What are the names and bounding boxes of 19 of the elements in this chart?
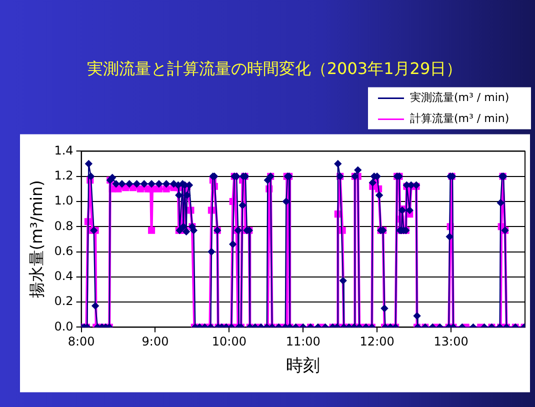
y-tick-label: 0.4 — [54, 269, 74, 284]
y-tick-label: 1.4 — [54, 143, 74, 158]
y-tick-label: 0.8 — [54, 218, 74, 233]
legend-label: 計算流量(m³ / min) — [410, 112, 510, 126]
y-tick-label: 0.6 — [54, 244, 74, 258]
y-tick-label: 0.0 — [54, 319, 74, 334]
x-tick-label: 13:00 — [434, 334, 468, 349]
y-tick-label: 1.0 — [54, 194, 74, 208]
x-tick-label: 10:00 — [212, 334, 246, 349]
y-tick-label: 1.2 — [54, 168, 74, 182]
y-tick-label: 0.2 — [54, 294, 74, 308]
y-axis-title: 揚水量(m³/min) — [26, 180, 46, 298]
x-tick-label: 9:00 — [142, 334, 169, 349]
x-tick-label: 11:00 — [286, 334, 320, 349]
legend-label: 実測流量(m³ / min) — [410, 91, 510, 104]
x-tick-label: 8:00 — [68, 334, 95, 349]
chart-title: 実測流量と計算流量の時間変化（2003年1月29日） — [86, 58, 462, 78]
x-axis-title: 時刻 — [286, 356, 320, 376]
x-tick-label: 12:00 — [360, 334, 394, 349]
